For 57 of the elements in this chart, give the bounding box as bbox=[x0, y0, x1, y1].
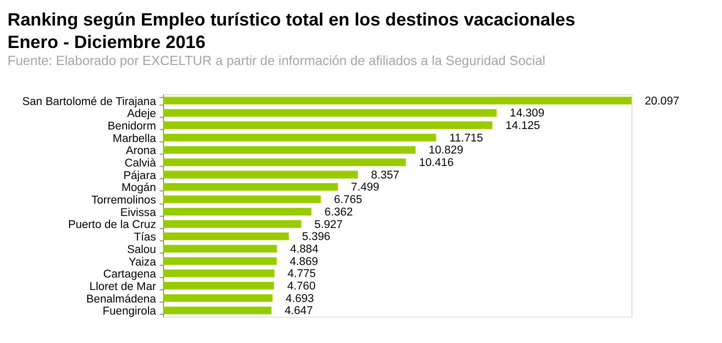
bar bbox=[163, 183, 338, 191]
y-tick-label: Mogán bbox=[121, 182, 156, 194]
bar bbox=[163, 134, 436, 142]
bar bbox=[163, 220, 302, 228]
y-tick-label: Cartagena bbox=[103, 268, 157, 281]
y-tick-label: Eivissa bbox=[120, 206, 157, 219]
data-label: 11.715 bbox=[449, 132, 484, 144]
bar bbox=[163, 96, 632, 104]
data-label: 4.869 bbox=[290, 256, 318, 268]
data-label: 10.416 bbox=[419, 157, 454, 170]
data-label: 20.097 bbox=[644, 95, 680, 108]
y-tick-label: Benidorm bbox=[108, 120, 156, 132]
bar bbox=[163, 282, 274, 290]
bar bbox=[163, 257, 277, 265]
bar bbox=[163, 294, 272, 302]
bar bbox=[163, 244, 277, 253]
data-label: 7.499 bbox=[351, 182, 380, 194]
data-label: 8.357 bbox=[371, 169, 400, 182]
bar bbox=[163, 232, 289, 240]
y-tick-label: Lloret de Mar bbox=[89, 280, 156, 293]
y-tick-label: Salou bbox=[127, 244, 156, 256]
y-tick-label: Fuengirola bbox=[102, 306, 157, 318]
bar bbox=[163, 270, 274, 278]
y-tick-label: Yaiza bbox=[128, 256, 157, 268]
data-label: 14.309 bbox=[510, 108, 544, 120]
data-label: 6.362 bbox=[324, 206, 353, 218]
y-tick-label: Benalmádena bbox=[86, 293, 157, 306]
data-label: 14.125 bbox=[506, 120, 540, 132]
data-label: 4.775 bbox=[288, 268, 316, 280]
y-tick-label: Calvià bbox=[124, 158, 157, 170]
y-tick-label: Puerto de la Cruz bbox=[68, 219, 156, 232]
bar bbox=[163, 158, 406, 166]
chart-subtitle: Enero - Diciembre 2016 bbox=[8, 32, 206, 52]
data-label: 5.396 bbox=[302, 231, 330, 244]
data-label: 4.647 bbox=[284, 305, 313, 318]
source-note: Fuente: Elaborado por EXCELTUR a partir de información de afiliados a la Seguridad Social bbox=[8, 53, 546, 68]
chart-title: Ranking según Empleo turístico total en los destinos vacacionales bbox=[8, 9, 576, 30]
y-tick-label: Pájara bbox=[123, 170, 157, 182]
data-label: 4.693 bbox=[286, 292, 314, 305]
data-label: 10.829 bbox=[428, 144, 464, 157]
data-label: 4.760 bbox=[287, 280, 316, 292]
y-tick-label: San Bartolomé de Tirajana bbox=[22, 96, 157, 108]
bar bbox=[163, 121, 492, 130]
y-tick-label: Adeje bbox=[127, 108, 156, 120]
bar bbox=[163, 109, 497, 117]
y-tick-label: Marbella bbox=[112, 132, 157, 145]
data-label: 6.765 bbox=[334, 194, 362, 206]
data-label: 4.884 bbox=[290, 243, 318, 256]
y-tick-label: Torremolinos bbox=[91, 194, 156, 207]
bar bbox=[163, 306, 272, 314]
y-tick-label: Arona bbox=[126, 145, 157, 158]
bar bbox=[163, 170, 358, 178]
data-label: 5.927 bbox=[314, 218, 343, 231]
bar bbox=[163, 195, 321, 204]
bar bbox=[163, 146, 416, 154]
bar bbox=[163, 208, 312, 216]
y-tick-label: Tías bbox=[134, 232, 156, 244]
